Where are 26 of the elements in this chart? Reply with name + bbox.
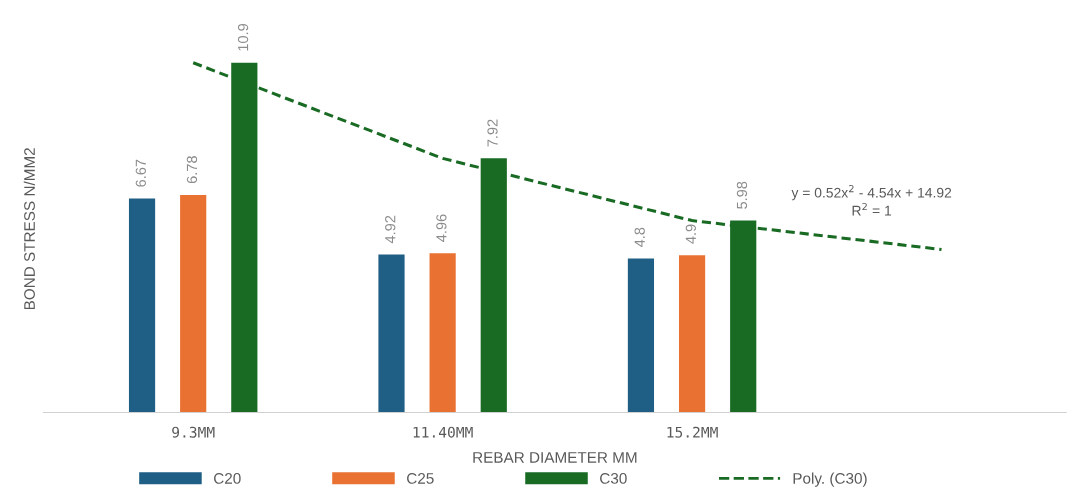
- bar: [128, 198, 156, 413]
- data-label: 4.8: [634, 227, 645, 248]
- legend-label: C20: [214, 473, 241, 484]
- x-tick-label: 9.3MM: [172, 426, 215, 438]
- bar: [378, 254, 405, 413]
- data-label: 6.67: [135, 159, 146, 187]
- legend-label: C30: [600, 473, 627, 484]
- annotation: y = 0.52x$^{2}$ - 4.54x + 14.92: [791, 184, 952, 201]
- x-tick-label: 15.2MM: [667, 426, 718, 438]
- bar: [678, 255, 706, 413]
- data-label: 4.92: [385, 215, 396, 244]
- x-tick-label: 11.40MM: [413, 426, 473, 438]
- data-label: 6.78: [186, 156, 198, 184]
- bar: [180, 194, 207, 413]
- x-axis-title: REBAR DIAMETER MM: [473, 452, 637, 463]
- bar: [627, 258, 655, 413]
- data-label: 4.96: [436, 214, 447, 242]
- data-label: 10.9: [237, 23, 249, 51]
- data-label: 4.9: [685, 224, 696, 244]
- bar: [429, 253, 456, 413]
- legend-label: C25: [407, 473, 434, 484]
- y-axis-title: BOND STRESS N/MM2: [23, 148, 35, 310]
- data-label: 7.92: [487, 119, 498, 147]
- annotation: R$^{2}$ = 1: [852, 202, 892, 216]
- legend-label: Poly. (C30): [793, 472, 867, 487]
- data-label: 5.98: [736, 181, 748, 209]
